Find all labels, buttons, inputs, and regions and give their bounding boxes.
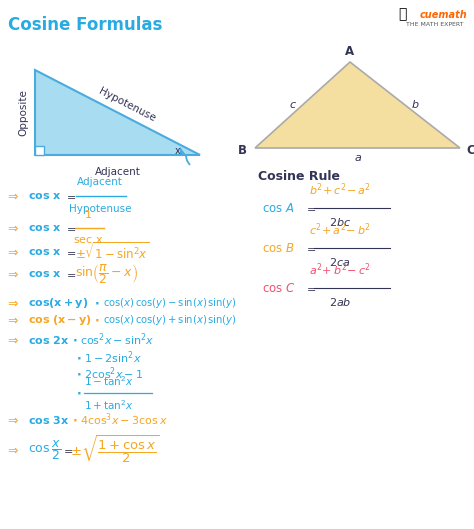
Text: $\mathbf{cos\ x}$: $\mathbf{cos\ x}$: [28, 223, 62, 233]
Text: $2\cos^2\!x - 1$: $2\cos^2\!x - 1$: [84, 366, 143, 382]
Text: A: A: [346, 45, 355, 58]
Text: $\boldsymbol{\cdot}$: $\boldsymbol{\cdot}$: [72, 333, 77, 346]
Text: $\boldsymbol{\cdot}$: $\boldsymbol{\cdot}$: [76, 387, 82, 399]
Text: $\cos\dfrac{x}{2}$: $\cos\dfrac{x}{2}$: [28, 438, 61, 462]
Text: $=$: $=$: [304, 243, 316, 253]
Text: $\Rightarrow$: $\Rightarrow$: [5, 222, 19, 234]
Polygon shape: [35, 70, 200, 155]
Text: $\boldsymbol{\cdot}$: $\boldsymbol{\cdot}$: [72, 414, 77, 426]
Text: Cosine Formulas: Cosine Formulas: [8, 16, 163, 34]
Text: $=$: $=$: [64, 269, 76, 279]
Text: $\sin\!\left(\dfrac{\pi}{2} - x\right)$: $\sin\!\left(\dfrac{\pi}{2} - x\right)$: [75, 262, 138, 286]
Text: $\cos (x)\,\cos(y) - \sin (x)\,\sin (y)$: $\cos (x)\,\cos(y) - \sin (x)\,\sin (y)$: [103, 296, 237, 310]
Polygon shape: [180, 147, 186, 155]
Text: $\boldsymbol{\cdot}$: $\boldsymbol{\cdot}$: [76, 368, 82, 380]
Text: $=$: $=$: [61, 445, 73, 455]
Text: $\Rightarrow$: $\Rightarrow$: [5, 333, 19, 346]
Text: THE MATH EXPERT: THE MATH EXPERT: [406, 22, 464, 27]
Text: $\boldsymbol{\cdot}$: $\boldsymbol{\cdot}$: [94, 296, 100, 309]
Text: Hypotenuse: Hypotenuse: [69, 204, 131, 214]
Text: Opposite: Opposite: [18, 89, 28, 136]
Text: $1 - \tan^2\!x$: $1 - \tan^2\!x$: [84, 374, 134, 388]
Text: $2bc$: $2bc$: [329, 216, 351, 228]
Text: $1 + \tan^2\!x$: $1 + \tan^2\!x$: [84, 398, 134, 412]
Text: x: x: [175, 146, 181, 156]
Text: $=$: $=$: [304, 203, 316, 213]
Text: $\cos (x)\,\cos (y) + \sin (x)\,\sin (y)$: $\cos (x)\,\cos (y) + \sin (x)\,\sin (y)…: [103, 313, 237, 327]
Text: 1: 1: [84, 210, 91, 220]
Text: $\Rightarrow$: $\Rightarrow$: [5, 314, 19, 326]
Text: $\Rightarrow$: $\Rightarrow$: [5, 189, 19, 203]
Text: B: B: [238, 143, 247, 157]
Text: $\pm\sqrt{1-\sin^2\!x}$: $\pm\sqrt{1-\sin^2\!x}$: [75, 241, 149, 262]
Text: $\mathbf{cos\ x}$: $\mathbf{cos\ x}$: [28, 247, 62, 257]
Text: $\Rightarrow$: $\Rightarrow$: [5, 414, 19, 426]
Text: $\mathrm{sec\ x}$: $\mathrm{sec\ x}$: [73, 235, 103, 245]
Text: $=$: $=$: [64, 191, 76, 201]
Text: $\mathrm{cos}\ B$: $\mathrm{cos}\ B$: [262, 242, 295, 254]
Text: 🚀: 🚀: [398, 7, 406, 21]
Text: a: a: [354, 153, 361, 163]
Text: $\Rightarrow$: $\Rightarrow$: [5, 268, 19, 280]
Text: $4\cos^3\!x - 3\cos x$: $4\cos^3\!x - 3\cos x$: [80, 412, 168, 428]
Text: c: c: [290, 100, 296, 110]
Polygon shape: [255, 62, 460, 148]
Text: Cosine Rule: Cosine Rule: [258, 170, 340, 183]
Text: $\mathbf{cos\ 3x}$: $\mathbf{cos\ 3x}$: [28, 414, 69, 426]
Text: Hypotenuse: Hypotenuse: [98, 86, 157, 123]
Text: Adjacent: Adjacent: [77, 177, 123, 187]
Text: $a^2\!+b^2\!-c^2$: $a^2\!+b^2\!-c^2$: [309, 261, 371, 278]
Text: $b^2\!+c^2\!-a^2$: $b^2\!+c^2\!-a^2$: [309, 181, 371, 198]
Text: $\mathrm{cos}\ C$: $\mathrm{cos}\ C$: [262, 281, 296, 295]
Text: $2ab$: $2ab$: [329, 296, 351, 308]
Text: $\Rightarrow$: $\Rightarrow$: [5, 245, 19, 259]
Text: $\Rightarrow$: $\Rightarrow$: [5, 296, 19, 309]
Text: $\mathbf{cos\ (x - y)}$: $\mathbf{cos\ (x - y)}$: [28, 313, 92, 327]
Text: $\mathbf{cos\ x}$: $\mathbf{cos\ x}$: [28, 191, 62, 201]
Text: $\mathrm{cos}\ A$: $\mathrm{cos}\ A$: [262, 202, 295, 214]
Text: $\cos^2\!x - \sin^2\!x$: $\cos^2\!x - \sin^2\!x$: [80, 332, 155, 348]
Text: Adjacent: Adjacent: [94, 167, 140, 177]
Text: $\boldsymbol{\cdot}$: $\boldsymbol{\cdot}$: [94, 314, 100, 326]
Text: $c^2\!+a^2\!-b^2$: $c^2\!+a^2\!-b^2$: [309, 222, 371, 238]
Polygon shape: [35, 146, 44, 155]
Text: $\mathbf{cos(x + y)}$: $\mathbf{cos(x + y)}$: [28, 296, 88, 310]
Text: $2ca$: $2ca$: [329, 256, 351, 268]
Text: b: b: [411, 100, 419, 110]
Text: $1 - 2\sin^2\!x$: $1 - 2\sin^2\!x$: [84, 350, 142, 366]
Text: $=$: $=$: [304, 283, 316, 293]
Text: C: C: [466, 143, 474, 157]
Text: $\boldsymbol{\cdot}$: $\boldsymbol{\cdot}$: [76, 351, 82, 364]
Text: $=$: $=$: [64, 247, 76, 257]
Text: cuemath: cuemath: [420, 10, 468, 20]
Text: $\Rightarrow$: $\Rightarrow$: [5, 443, 19, 457]
Text: $\mathbf{cos\ x}$: $\mathbf{cos\ x}$: [28, 269, 62, 279]
Text: $=$: $=$: [64, 223, 76, 233]
Text: $\mathbf{cos\ 2x}$: $\mathbf{cos\ 2x}$: [28, 334, 69, 346]
Text: $\pm\sqrt{\dfrac{1+\cos x}{2}}$: $\pm\sqrt{\dfrac{1+\cos x}{2}}$: [70, 434, 160, 466]
